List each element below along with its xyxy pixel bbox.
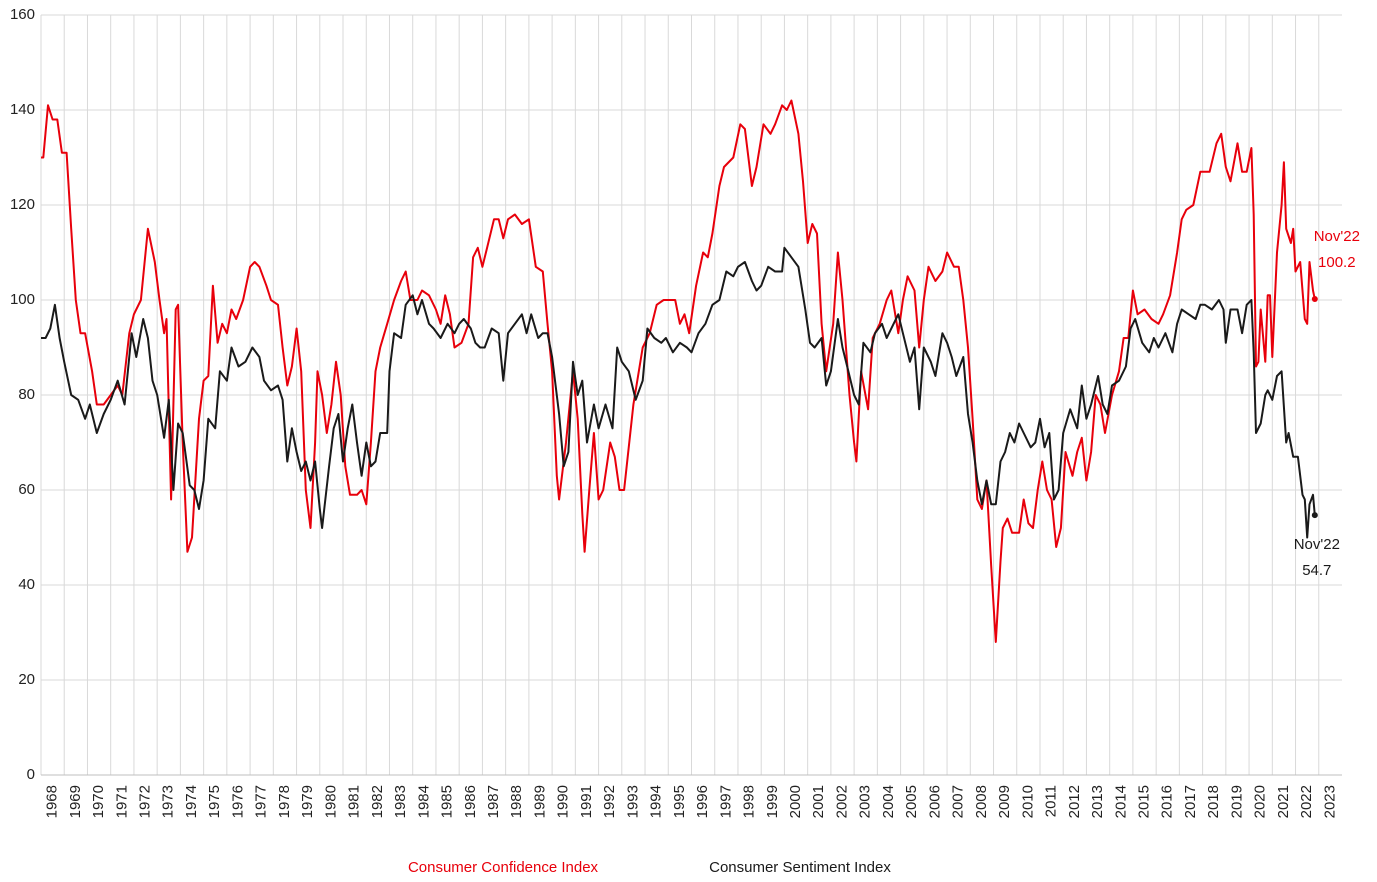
x-tick-label: 1987 [485, 785, 502, 818]
x-tick-label: 1984 [415, 785, 432, 818]
x-tick-label: 2009 [996, 785, 1013, 818]
end-label: Nov'22 [1294, 536, 1340, 553]
x-tick-label: 1998 [741, 785, 758, 818]
x-tick-label: 1981 [346, 785, 363, 818]
x-tick-label: 2022 [1298, 785, 1315, 818]
end-label: Nov'22 [1314, 228, 1360, 245]
x-tick-label: 1972 [137, 785, 154, 818]
x-tick-label: 2008 [973, 785, 990, 818]
x-tick-label: 1993 [624, 785, 641, 818]
x-tick-label: 2019 [1228, 785, 1245, 818]
x-tick-label: 1997 [717, 785, 734, 818]
x-tick-label: 2005 [903, 785, 920, 818]
x-tick-label: 1975 [206, 785, 223, 818]
x-tick-label: 2001 [810, 785, 827, 818]
x-tick-label: 1991 [578, 785, 595, 818]
x-tick-label: 1979 [299, 785, 316, 818]
x-tick-label: 2004 [880, 785, 897, 818]
x-tick-label: 1986 [462, 785, 479, 818]
x-tick-label: 2011 [1043, 785, 1060, 817]
x-tick-label: 2013 [1089, 785, 1106, 818]
x-tick-label: 1978 [276, 785, 293, 818]
x-tick-label: 1989 [531, 785, 548, 818]
x-tick-label: 1988 [508, 785, 525, 818]
x-tick-label: 2002 [833, 785, 850, 818]
x-tick-label: 2007 [950, 785, 967, 818]
x-tick-label: 1969 [67, 785, 84, 818]
end-point [1311, 512, 1318, 519]
x-tick-label: 2017 [1182, 785, 1199, 818]
x-tick-label: 2003 [857, 785, 874, 818]
x-tick-label: 1985 [439, 785, 456, 818]
value-label: 100.2 [1318, 254, 1356, 271]
x-tick-label: 1999 [764, 785, 781, 818]
x-tick-label: 1983 [392, 785, 409, 818]
y-tick-label: 0 [27, 766, 35, 783]
x-tick-label: 1990 [555, 785, 572, 818]
y-tick-label: 20 [18, 671, 35, 688]
legend-entry: Consumer Sentiment Index [709, 859, 891, 876]
x-tick-label: 1973 [160, 785, 177, 818]
end-point [1311, 296, 1318, 303]
x-tick-label: 1968 [44, 785, 61, 818]
x-tick-label: 1976 [229, 785, 246, 818]
x-tick-label: 2020 [1252, 785, 1269, 818]
y-tick-label: 120 [10, 196, 35, 213]
x-tick-label: 2021 [1275, 785, 1292, 818]
y-tick-label: 80 [18, 386, 35, 403]
x-tick-label: 2018 [1205, 785, 1222, 818]
x-tick-label: 1971 [113, 785, 130, 818]
x-tick-label: 2014 [1112, 785, 1129, 818]
x-tick-label: 1995 [671, 785, 688, 818]
y-tick-label: 140 [10, 101, 35, 118]
x-tick-label: 1974 [183, 785, 200, 818]
legend-entry: Consumer Confidence Index [408, 859, 599, 876]
x-tick-label: 1994 [648, 785, 665, 818]
x-tick-label: 1980 [322, 785, 339, 818]
x-tick-label: 2015 [1135, 785, 1152, 818]
x-tick-label: 2016 [1159, 785, 1176, 818]
x-tick-label: 1982 [369, 785, 386, 818]
y-tick-label: 40 [18, 576, 35, 593]
y-tick-label: 60 [18, 481, 35, 498]
value-label: 54.7 [1302, 562, 1331, 579]
series-line [41, 246, 1316, 539]
x-tick-label: 2000 [787, 785, 804, 818]
y-tick-label: 100 [10, 291, 35, 308]
series-line [41, 99, 1316, 643]
x-tick-label: 2010 [1019, 785, 1036, 818]
x-tick-label: 1977 [253, 785, 270, 818]
x-tick-label: 1996 [694, 785, 711, 818]
x-tick-label: 2023 [1321, 785, 1338, 818]
x-tick-label: 1970 [90, 785, 107, 818]
x-tick-label: 2012 [1066, 785, 1083, 818]
x-tick-label: 2006 [926, 785, 943, 818]
y-tick-label: 160 [10, 6, 35, 23]
x-tick-label: 1992 [601, 785, 618, 818]
